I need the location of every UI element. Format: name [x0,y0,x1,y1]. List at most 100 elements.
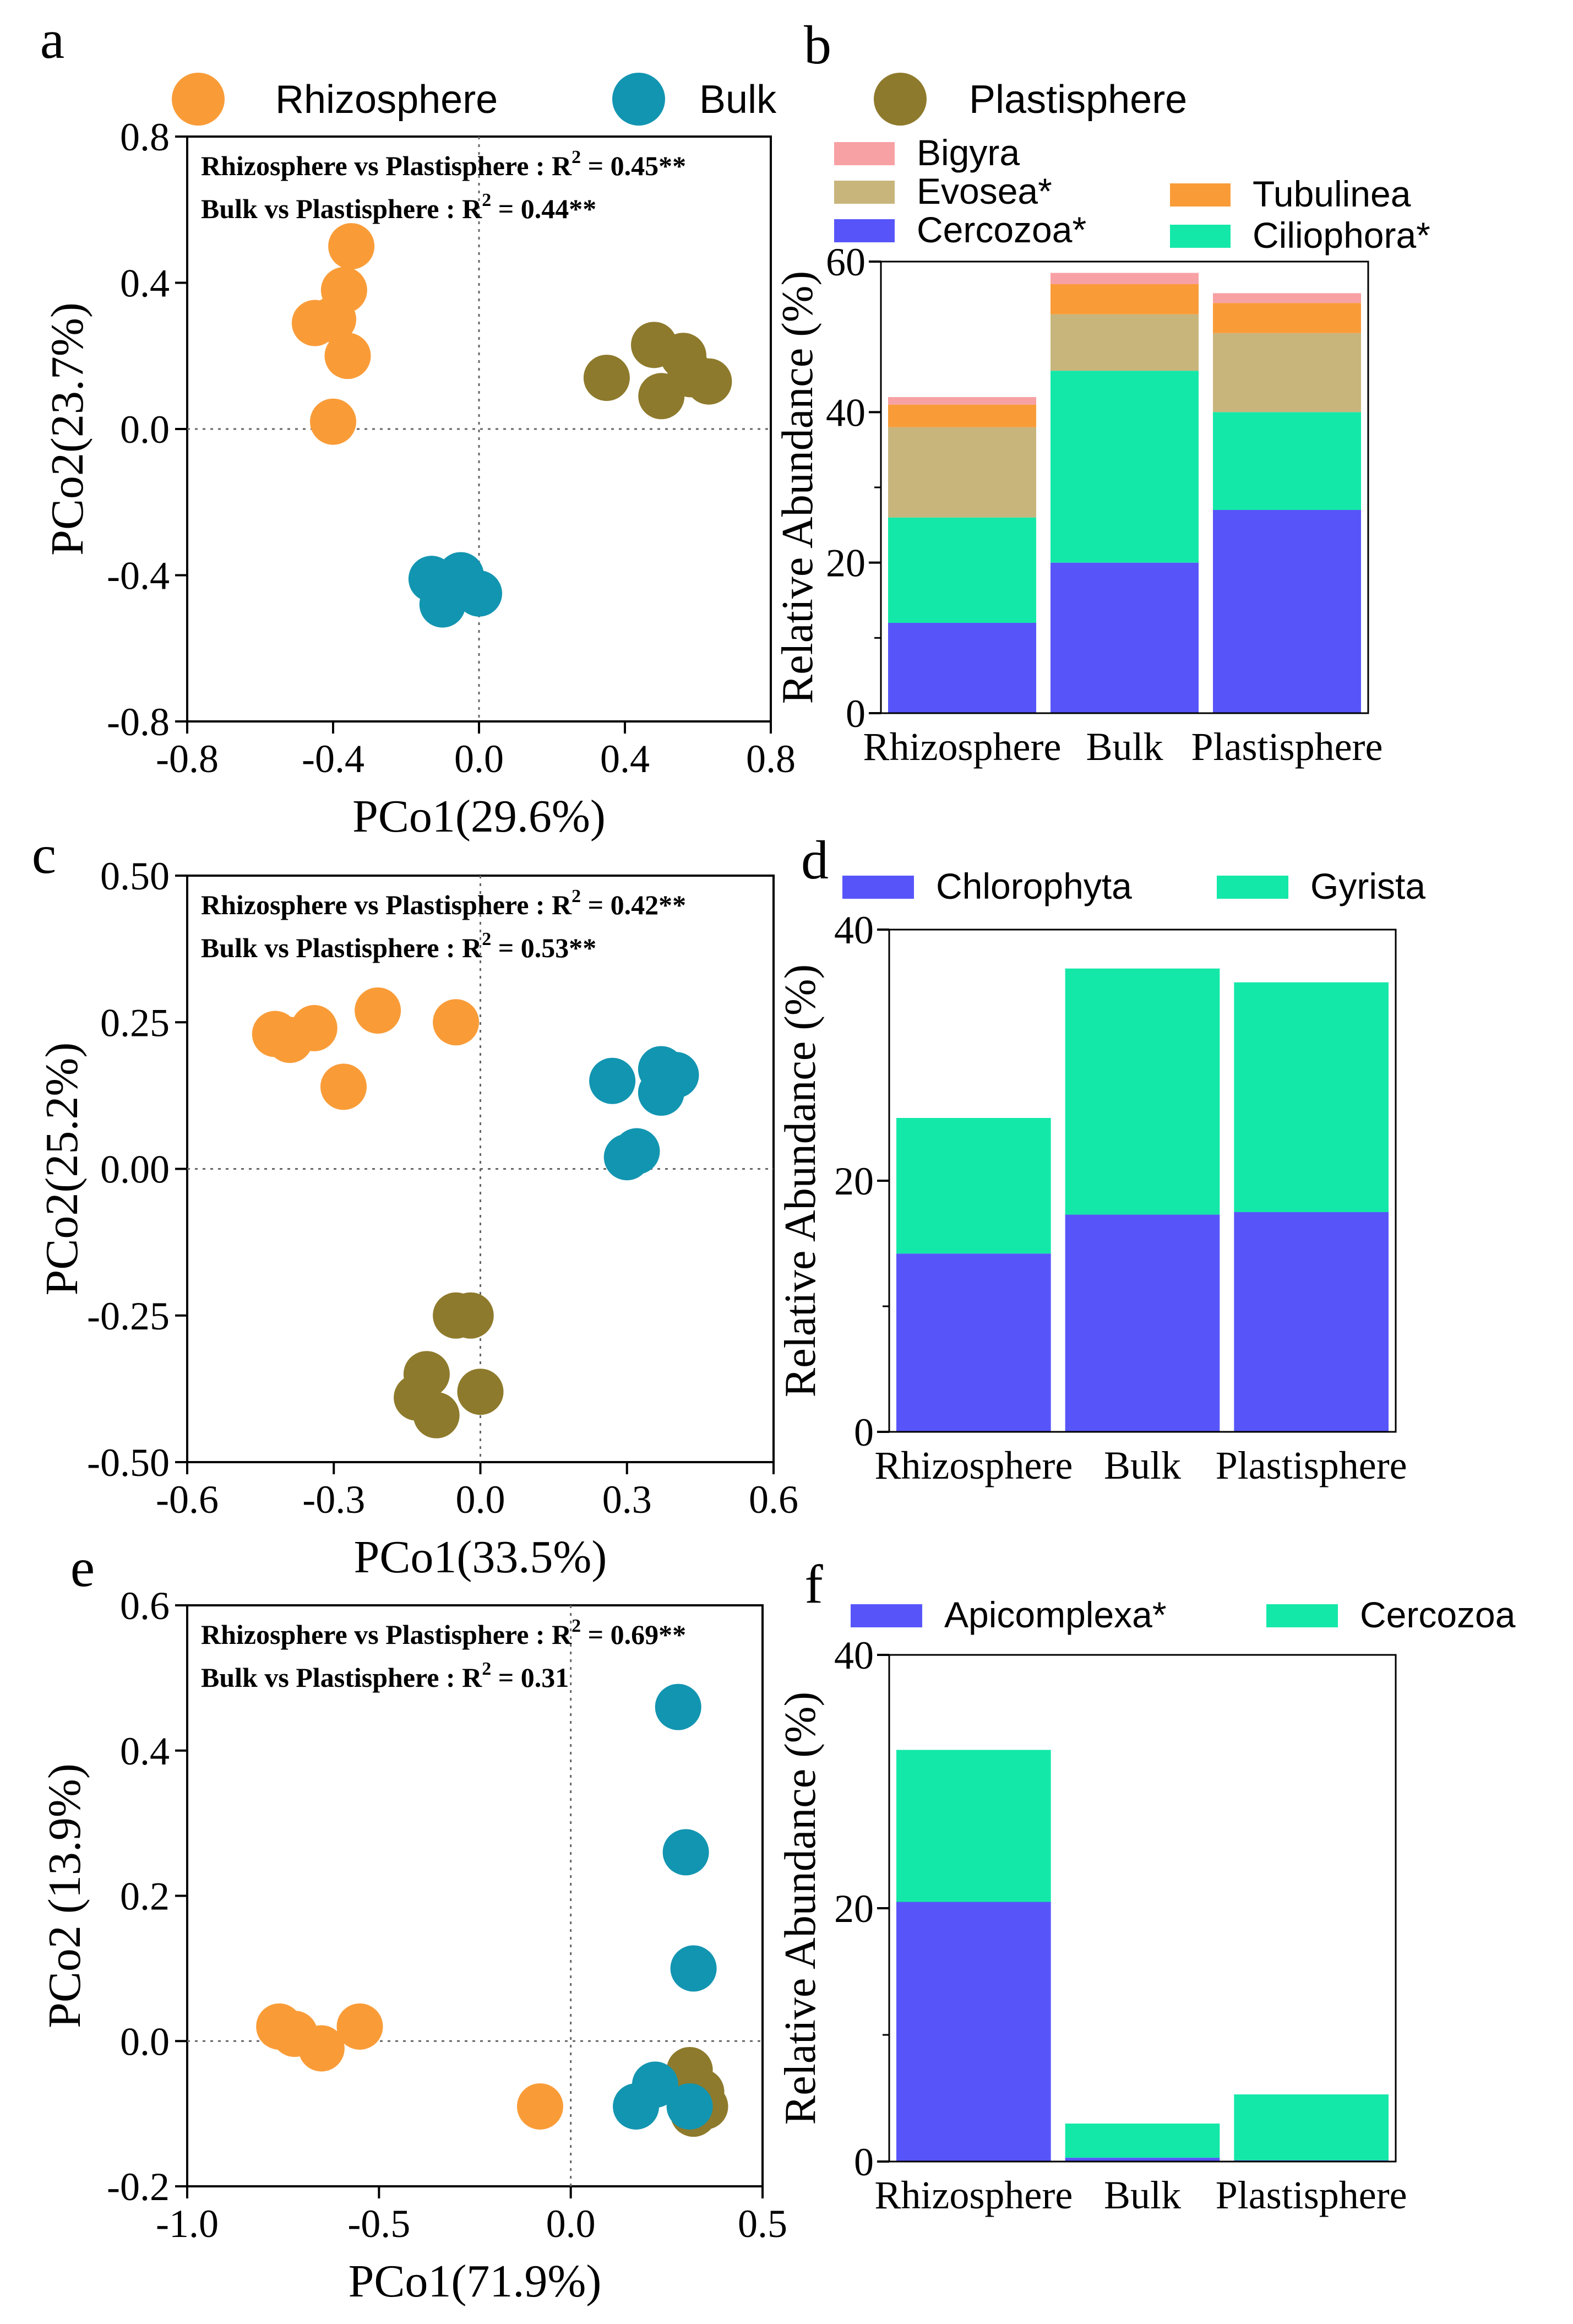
y-axis-label-c: PCo2(25.2%) [36,1042,88,1296]
y-tick-label-e: 0.4 [120,1729,170,1773]
y-tick-label-d: 40 [834,908,874,952]
x-tick-label-a: 0.4 [600,737,650,781]
scatter-point-plastisphere [667,351,714,398]
y-axis-label-f: Relative Abundance (%) [776,1692,825,2125]
y-tick-label-a: -0.8 [107,700,170,744]
y-tick-label-b: 20 [826,541,866,585]
legend-label-tubulinea: Tubulinea [1253,173,1411,214]
bar-chlorophyta [1065,1214,1220,1432]
bar-gyrista [896,1118,1051,1254]
scatter-point-bulk [666,2083,713,2130]
category-label-plastisphere: Plastisphere [1216,1443,1407,1487]
bar-evosea [1213,333,1361,412]
y-tick-label-f: 0 [854,2140,874,2184]
bar-tubulinea [1051,284,1199,314]
bar-gyrista [1065,968,1220,1215]
legend-swatch-chlorophyta [842,876,914,899]
legend-label-cercozoa: Cercozoa [1360,1594,1516,1635]
bar-tubulinea [1213,303,1361,333]
x-axis-label-a: PCo1(29.6%) [352,791,606,842]
legend-label-bigyra: Bigyra [917,132,1020,173]
scatter-point-bulk [589,1057,636,1104]
x-tick-label-e: 0.0 [546,2202,596,2246]
stat-annotation-a: Rhizosphere vs Plastisphere : R2 = 0.45*… [201,147,686,181]
y-tick-label-b: 0 [846,692,866,736]
scatter-point-plastisphere [447,1292,494,1339]
bar-evosea [1051,314,1199,371]
scatter-point-rhizosphere [291,1004,338,1051]
y-tick-label-c: -0.50 [87,1441,170,1485]
scatter-point-rhizosphere [324,333,371,379]
y-tick-label-e: 0.2 [120,1875,170,1919]
category-label-rhizosphere: Rhizosphere [874,2173,1073,2217]
stat-annotation-a: Bulk vs Plastisphere : R2 = 0.44** [201,190,596,224]
y-axis-label-d: Relative Abundance (%) [776,964,825,1397]
y-axis-label-e: PCo2 (13.9%) [39,1763,90,2028]
stat-annotation-e: Bulk vs Plastisphere : R2 = 0.31 [201,1659,569,1693]
y-tick-label-f: 40 [834,1633,874,1677]
y-tick-label-c: -0.25 [87,1294,170,1338]
scatter-point-bulk [638,1069,684,1116]
y-tick-label-a: 0.4 [120,262,170,306]
x-tick-label-c: 0.6 [749,1478,798,1522]
y-tick-label-a: 0.0 [120,408,170,452]
bar-bigyra [1051,273,1199,284]
scatter-point-rhizosphere [516,2083,563,2130]
legend-swatch-tubulinea [1170,183,1231,207]
bar-bigyra [888,397,1036,405]
legend-swatch-gyrista [1217,876,1288,899]
legend-label-evosea: Evosea* [917,171,1052,211]
x-tick-label-c: 0.0 [456,1478,505,1522]
bar-evosea [888,427,1036,518]
y-tick-label-e: -0.2 [107,2165,170,2209]
bar-ciliophora [888,517,1036,623]
bar-cercozoa [1051,562,1199,713]
legend-label-plastisphere: Plastisphere [969,78,1187,122]
y-tick-label-d: 0 [854,1410,874,1454]
x-tick-label-e: -1.0 [156,2202,219,2246]
x-tick-label-a: 0.8 [746,737,796,781]
y-axis-label-b: Relative Abundance (%) [774,271,822,704]
bar-gyrista [1234,982,1389,1212]
x-tick-label-c: 0.3 [602,1478,652,1522]
legend-marker-bulk [612,73,665,126]
scatter-point-plastisphere [583,355,630,401]
scatter-point-rhizosphere [328,223,375,270]
x-tick-label-e: -0.5 [347,2202,410,2246]
legend-label-bulk: Bulk [699,78,777,122]
legend-swatch-apicomplexa [851,1604,922,1627]
scatter-point-bulk [419,581,466,628]
x-tick-label-a: -0.4 [302,737,364,781]
scatter-point-plastisphere [457,1369,504,1415]
legend-label-gyrista: Gyrista [1310,866,1425,906]
y-tick-label-c: 0.50 [100,854,170,898]
legend-swatch-ciliophora [1170,225,1231,248]
x-axis-label-e: PCo1(71.9%) [349,2256,602,2307]
panel-label-d: d [801,829,829,890]
bar-ciliophora [1051,371,1199,563]
bar-cercozoa [1065,2124,1220,2158]
category-label-bulk: Bulk [1104,1443,1181,1487]
scatter-point-rhizosphere [310,296,356,343]
legend-swatch-evosea [834,181,895,204]
scatter-point-bulk [655,1684,701,1730]
legend-swatch-cercozoa [1266,1604,1338,1627]
x-tick-label-a: 0.0 [454,737,504,781]
panel-label-a: a [40,9,64,70]
scatter-point-rhizosphere [433,999,480,1046]
scatter-point-rhizosphere [320,1063,367,1110]
y-tick-label-e: 0.0 [120,2019,170,2064]
x-tick-label-c: -0.6 [156,1478,219,1522]
panel-label-b: b [804,14,831,75]
x-tick-label-a: -0.8 [156,737,219,781]
panel-label-f: f [804,1554,823,1615]
y-tick-label-c: 0.25 [100,1001,170,1045]
panel-label-e: e [70,1537,95,1598]
legend-label-rhizosphere: Rhizosphere [275,78,498,122]
scatter-point-rhizosphere [355,987,401,1034]
legend-label-chlorophyta: Chlorophyta [936,866,1132,906]
category-label-rhizosphere: Rhizosphere [863,725,1062,769]
scatter-point-bulk [662,1829,709,1876]
x-tick-label-c: -0.3 [302,1478,365,1522]
